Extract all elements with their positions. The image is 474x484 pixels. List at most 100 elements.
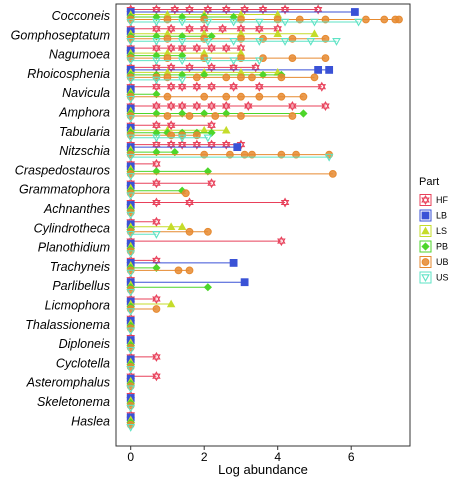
data-point [237,15,245,24]
data-point [126,269,136,278]
data-point [321,54,330,62]
legend-label: LB [436,211,447,221]
legend-title: Part [419,176,439,188]
data-point [163,34,172,43]
data-point [126,288,136,297]
data-point [126,134,136,143]
data-point [152,128,161,137]
data-point [126,18,136,27]
data-point [163,92,172,101]
data-point [166,222,176,231]
x-tick-label: 6 [348,450,355,464]
data-point [254,57,264,66]
legend-marker [421,194,430,206]
data-point [170,147,179,157]
data-point [181,189,190,198]
data-point [273,15,282,24]
legend-key-box [419,209,432,222]
legend-marker [421,258,430,266]
data-point [126,404,136,413]
genus-label: Cocconeis [52,9,110,23]
data-point [152,120,161,131]
data-point [152,134,161,143]
data-point [126,173,136,181]
data-point [163,112,172,120]
data-point [126,57,136,66]
data-point [248,150,256,159]
data-point [203,38,213,46]
data-point [288,112,297,120]
data-point [178,12,187,22]
genus-label: Achnanthes [43,202,110,216]
data-point [222,92,231,101]
data-point [280,38,290,46]
data-point [166,81,176,92]
data-point [288,100,297,112]
series-US [126,18,363,432]
data-point [254,18,264,27]
data-point [178,51,187,60]
legend-label: LS [436,226,447,236]
genus-label: Thalassionema [25,318,110,332]
data-point [350,8,359,16]
data-point [177,57,187,66]
legend-marker [421,226,430,235]
data-point [229,81,238,92]
data-point [178,32,187,41]
genus-label: Amphora [58,106,110,120]
data-point [325,66,334,74]
data-point [126,153,136,162]
data-point [152,12,161,22]
data-point [229,57,238,66]
data-point [321,15,330,24]
data-point [177,18,187,27]
legend: Part HF LB LS PB UB US [419,176,449,284]
data-point [192,100,202,112]
data-point [126,38,136,46]
data-point [288,54,297,62]
legend-label: UB [436,257,449,267]
data-point [152,81,161,92]
data-point [126,424,136,432]
data-point [321,100,330,112]
data-point [218,23,227,34]
data-point [177,38,187,46]
data-point [152,76,161,85]
data-point [200,150,209,159]
legend-marker [421,242,430,251]
data-point [222,125,231,134]
data-point [255,92,264,101]
data-point [277,73,286,82]
legend-label: HF [436,195,448,205]
data-point [306,38,316,46]
legend-label: US [436,273,449,283]
data-point [362,15,370,24]
data-point [237,92,245,101]
data-point [152,32,161,41]
data-point [152,23,161,34]
data-point [299,92,308,101]
data-point [174,266,183,275]
x-axis: 0 2 4 6 [127,446,355,464]
data-point [310,73,319,82]
data-point [152,57,161,66]
data-point [163,15,172,24]
data-point [221,100,231,112]
data-point [166,299,176,308]
data-point [237,73,245,82]
legend-marker [421,274,430,283]
data-point [229,18,238,27]
data-point [152,109,161,118]
legend-marker [421,211,430,220]
genus-label: Nitzschia [59,144,110,158]
data-point [207,120,216,131]
data-point [152,167,161,176]
data-point [177,134,187,143]
data-point [152,351,161,362]
genus-label: Gomphoseptatum [11,28,110,42]
genus-label: Skeletonema [37,395,110,409]
data-point [192,43,202,54]
data-point [166,120,176,131]
data-point [332,38,341,46]
